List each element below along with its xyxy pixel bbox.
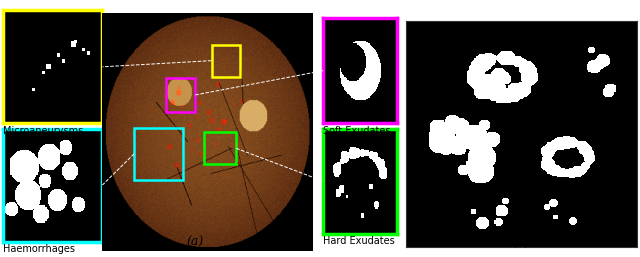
Bar bbox=[134, 128, 184, 180]
Bar bbox=[166, 78, 195, 112]
Text: Microaneurysms: Microaneurysms bbox=[3, 126, 83, 136]
Bar bbox=[205, 132, 236, 164]
Text: Soft Exudates: Soft Exudates bbox=[323, 126, 390, 136]
Text: Haemorrhages: Haemorrhages bbox=[3, 244, 76, 254]
Text: Hard Exudates: Hard Exudates bbox=[323, 236, 395, 246]
Bar bbox=[211, 45, 240, 77]
Text: (b): (b) bbox=[513, 236, 531, 249]
Text: (a): (a) bbox=[187, 236, 204, 249]
